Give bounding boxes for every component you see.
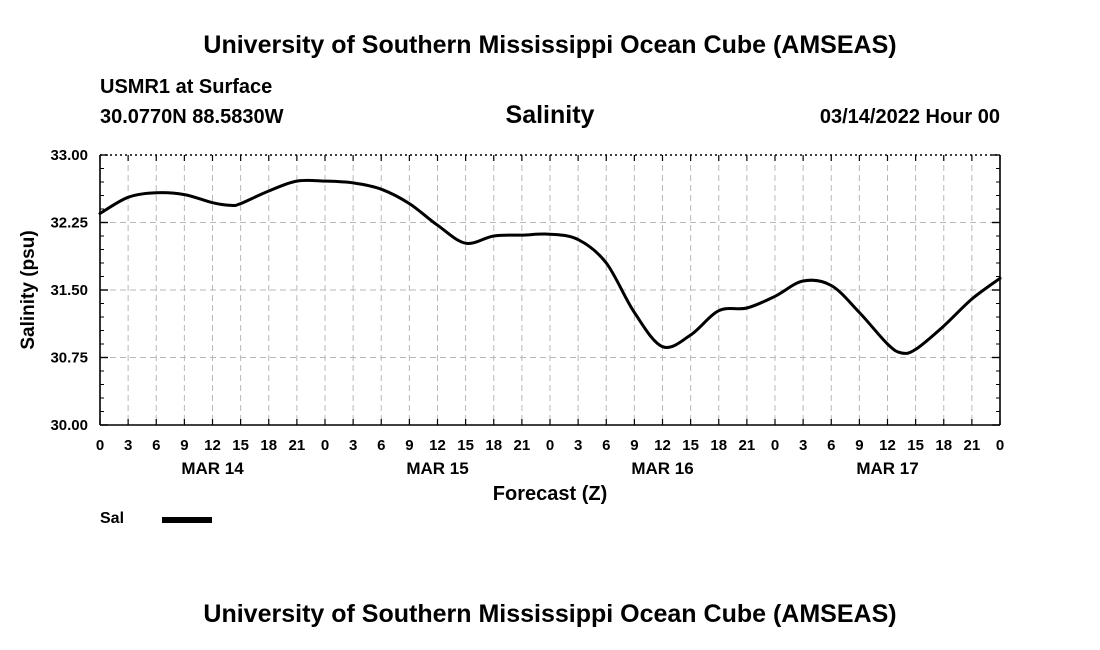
x-tick-label: 9: [405, 437, 413, 454]
page-title-bottom: University of Southern Mississippi Ocean…: [203, 600, 897, 628]
x-tick-label: 3: [799, 437, 807, 454]
y-tick-label: 33.00: [50, 147, 88, 164]
x-tick-label: 3: [349, 437, 357, 454]
x-tick-label: 0: [321, 437, 329, 454]
x-day-label: MAR 16: [631, 459, 693, 478]
station-label: USMR1 at Surface: [100, 76, 273, 98]
x-tick-label: 6: [827, 437, 835, 454]
x-tick-label: 0: [771, 437, 779, 454]
page-title-top: University of Southern Mississippi Ocean…: [203, 31, 897, 59]
x-tick-label: 18: [485, 437, 502, 454]
y-tick-label: 30.75: [50, 350, 88, 367]
x-tick-label: 21: [964, 437, 981, 454]
legend-line-swatch: [162, 517, 212, 523]
x-tick-label: 3: [574, 437, 582, 454]
y-tick-label: 31.50: [50, 282, 88, 299]
x-tick-label: 21: [289, 437, 306, 454]
x-tick-label: 12: [654, 437, 671, 454]
y-axis-label: Salinity (psu): [18, 230, 39, 349]
x-tick-label: 18: [710, 437, 727, 454]
x-tick-label: 15: [232, 437, 249, 454]
x-tick-label: 6: [152, 437, 160, 454]
x-tick-label: 9: [180, 437, 188, 454]
x-tick-label: 15: [457, 437, 474, 454]
x-tick-label: 18: [935, 437, 952, 454]
y-tick-label: 32.25: [50, 215, 88, 232]
x-day-label: MAR 17: [856, 459, 918, 478]
x-tick-label: 0: [96, 437, 104, 454]
x-tick-label: 15: [682, 437, 699, 454]
x-tick-label: 0: [996, 437, 1004, 454]
x-tick-label: 9: [630, 437, 638, 454]
x-tick-label: 0: [546, 437, 554, 454]
y-tick-label: 30.00: [50, 417, 88, 434]
x-tick-label: 18: [260, 437, 277, 454]
x-axis-label: Forecast (Z): [492, 483, 608, 505]
chart-title: Salinity: [505, 101, 595, 129]
x-tick-label: 9: [855, 437, 863, 454]
x-tick-label: 12: [429, 437, 446, 454]
x-tick-label: 6: [377, 437, 385, 454]
station-coordinates: 30.0770N 88.5830W: [100, 106, 284, 128]
x-tick-label: 3: [124, 437, 132, 454]
x-tick-label: 21: [739, 437, 756, 454]
x-tick-label: 6: [602, 437, 610, 454]
x-tick-label: 12: [879, 437, 896, 454]
x-tick-label: 15: [907, 437, 924, 454]
legend-label: Sal: [100, 510, 125, 527]
x-tick-label: 12: [204, 437, 221, 454]
x-tick-label: 21: [514, 437, 531, 454]
series-line-sal: [98, 178, 1002, 355]
forecast-date: 03/14/2022 Hour 00: [819, 106, 1000, 128]
x-day-label: MAR 14: [181, 459, 244, 478]
x-day-label: MAR 15: [406, 459, 468, 478]
